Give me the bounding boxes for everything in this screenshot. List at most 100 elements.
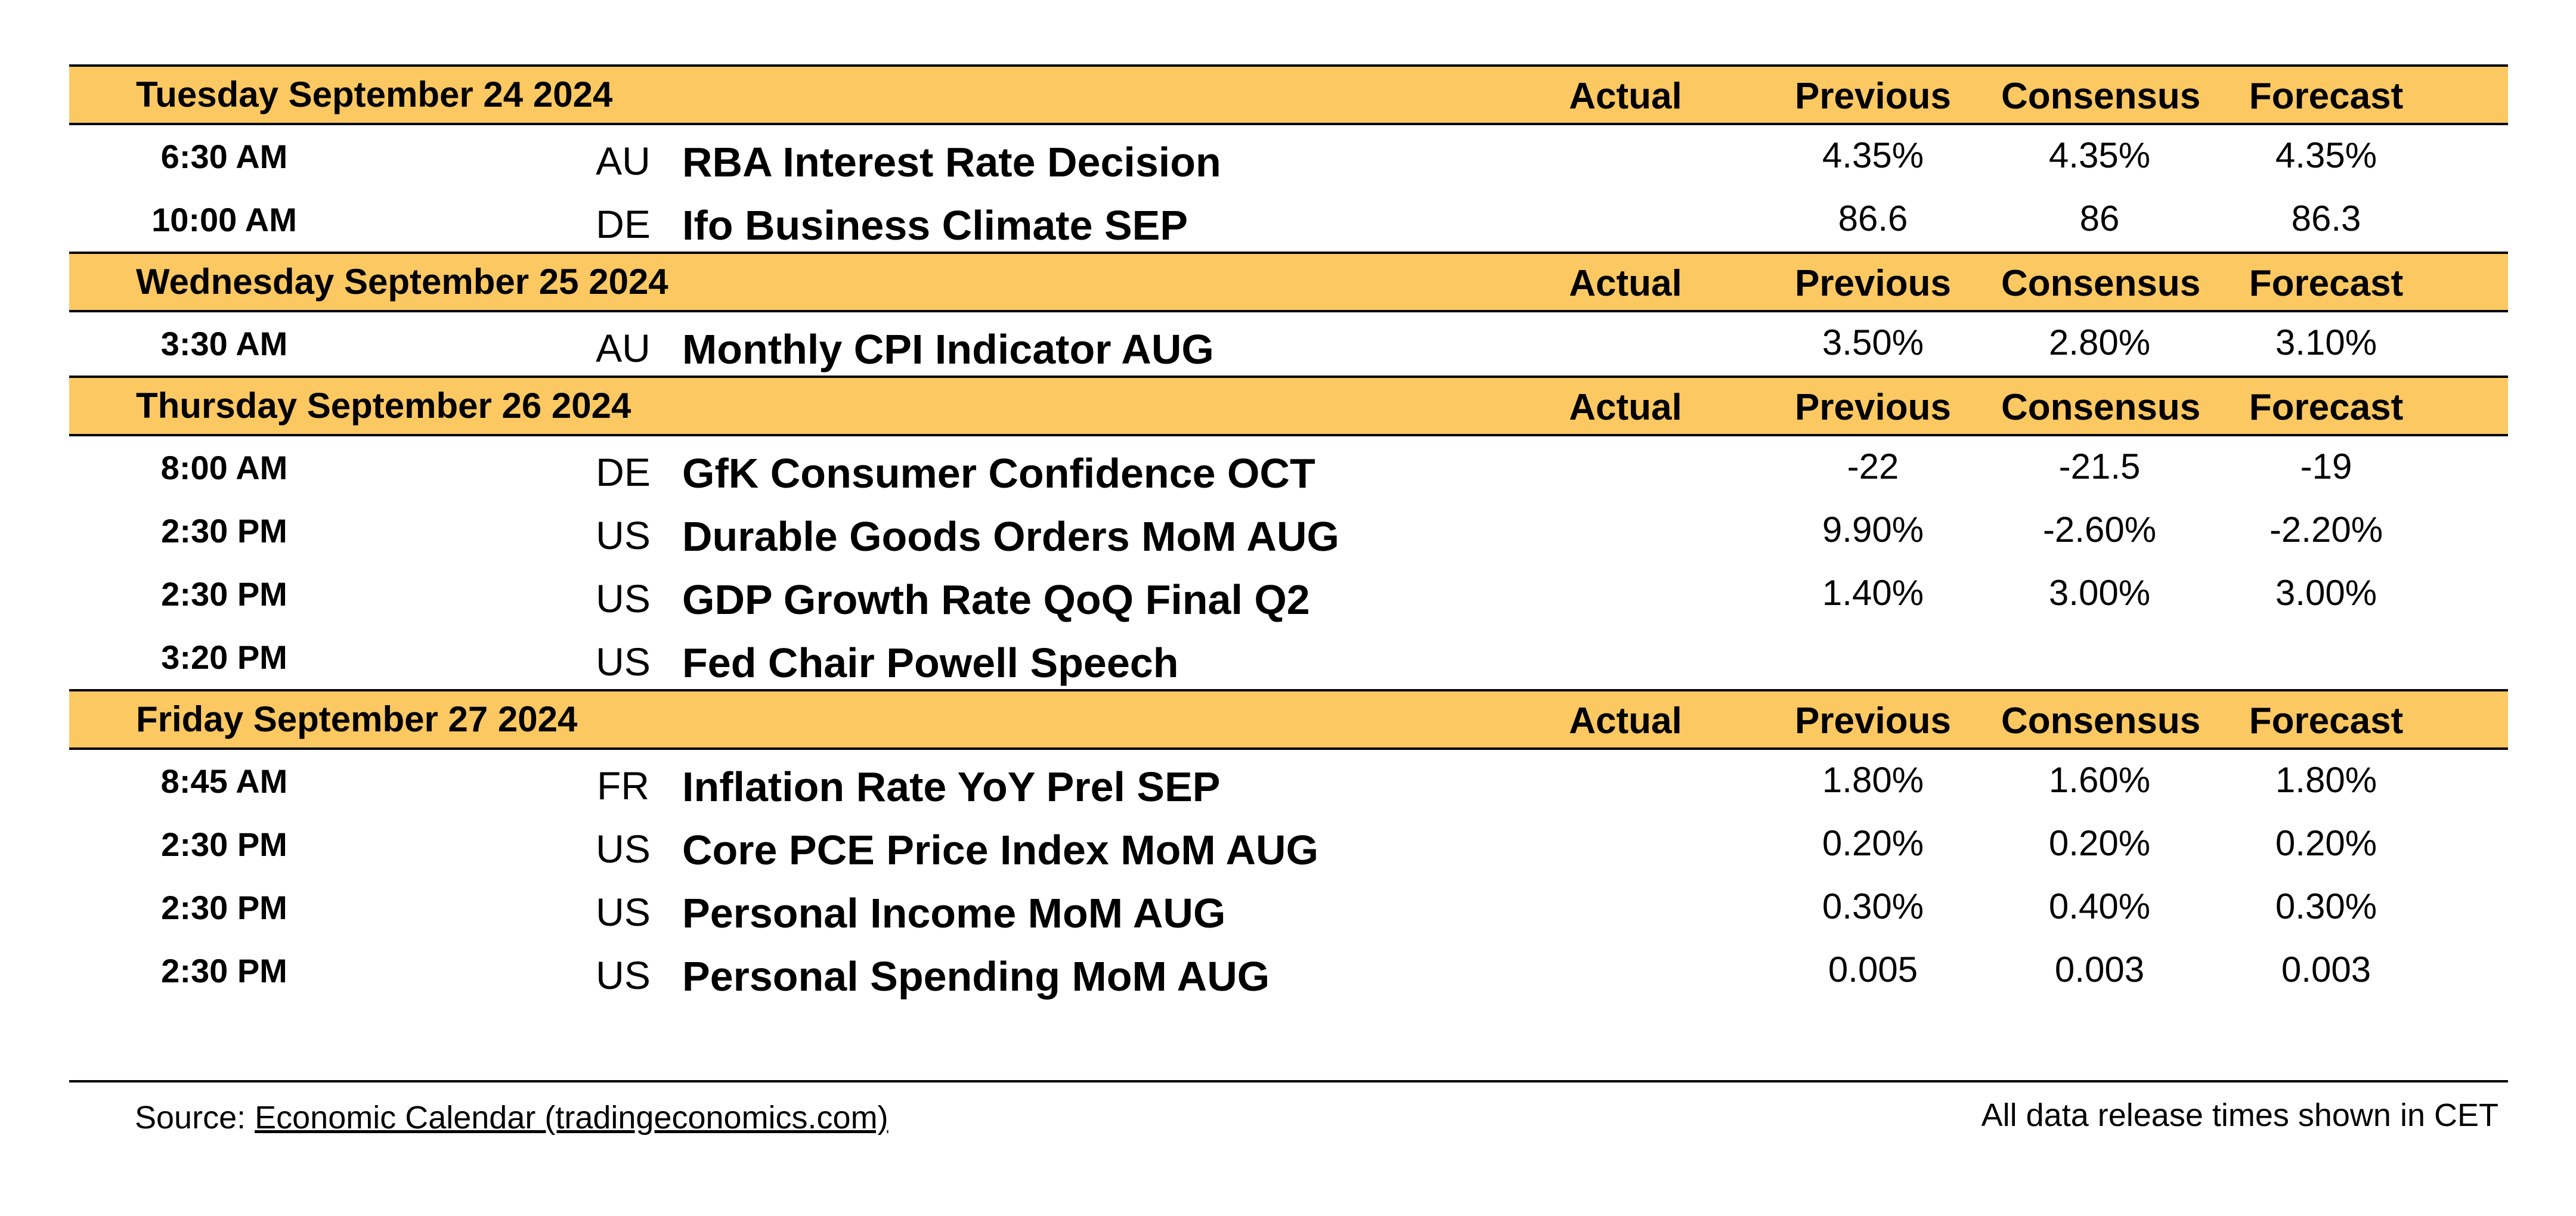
event-name: Durable Goods Orders MoM AUG	[682, 513, 1339, 560]
economic-calendar-table: Tuesday September 24 2024 Actual Previous C…	[69, 64, 2508, 1003]
event-country: US	[596, 953, 651, 997]
event-country: FR	[597, 764, 649, 808]
source-link[interactable]: Economic Calendar (tradingeconomics.com)	[255, 1100, 888, 1136]
event-country: DE	[596, 450, 651, 494]
column-header-actual: Actual	[1569, 76, 1682, 117]
event-row: 3:20 PM US Fed Chair Powell Speech	[69, 626, 2508, 689]
event-previous: 0.30%	[1822, 886, 1924, 926]
column-header-actual: Actual	[1569, 263, 1682, 304]
event-country: US	[596, 513, 651, 557]
event-forecast: 3.10%	[2275, 322, 2377, 362]
event-row: 2:30 PM US Core PCE Price Index MoM AUG 0.2…	[69, 813, 2508, 876]
day-title: Wednesday September 25 2024	[136, 262, 668, 302]
event-name: Monthly CPI Indicator AUG	[682, 326, 1214, 373]
event-previous: 1.80%	[1822, 760, 1924, 800]
event-previous: 1.40%	[1822, 573, 1924, 613]
event-consensus: 0.003	[2054, 950, 2145, 989]
day-header: Tuesday September 24 2024 Actual Previous C…	[69, 64, 2508, 125]
event-time: 2:30 PM	[161, 512, 287, 550]
event-time: 8:00 AM	[160, 449, 288, 486]
event-country: US	[596, 640, 651, 684]
event-consensus: 4.35%	[2048, 135, 2151, 175]
column-header-forecast: Forecast	[2249, 387, 2404, 428]
footer-divider	[69, 1080, 2508, 1082]
event-row: 8:00 AM DE GfK Consumer Confidence OCT -22 -…	[69, 436, 2508, 500]
event-previous: 86.6	[1838, 198, 1908, 238]
column-header-previous: Previous	[1795, 76, 1951, 117]
event-forecast: -2.20%	[2269, 510, 2383, 550]
event-forecast: 0.30%	[2275, 886, 2377, 926]
event-country: DE	[596, 202, 651, 246]
event-time: 3:30 AM	[160, 325, 288, 362]
event-row: 3:30 AM AU Monthly CPI Indicator AUG 3.50% 2…	[69, 312, 2508, 376]
event-country: US	[596, 827, 651, 871]
event-consensus: -2.60%	[2042, 510, 2157, 550]
event-time: 6:30 AM	[160, 138, 288, 175]
event-forecast: 86.3	[2291, 198, 2361, 238]
event-time: 2:30 PM	[161, 889, 287, 926]
time-zone-note: All data release times shown in CET	[1981, 1097, 2498, 1133]
event-name: Core PCE Price Index MoM AUG	[682, 827, 1319, 873]
event-forecast: 0.20%	[2275, 823, 2377, 863]
event-previous: 9.90%	[1822, 510, 1924, 550]
event-consensus: 0.40%	[2048, 886, 2151, 926]
event-forecast: -19	[2300, 446, 2352, 486]
column-header-consensus: Consensus	[2001, 263, 2201, 304]
event-row: 2:30 PM US Personal Income MoM AUG 0.30% 0.4…	[69, 876, 2508, 939]
event-previous: 3.50%	[1822, 322, 1924, 362]
event-name: Personal Spending MoM AUG	[682, 953, 1270, 1000]
event-name: Fed Chair Powell Speech	[682, 640, 1179, 686]
event-consensus: 0.20%	[2048, 823, 2151, 863]
event-forecast: 3.00%	[2275, 573, 2377, 613]
day-header: Thursday September 26 2024 Actual Previous…	[69, 376, 2508, 436]
column-header-forecast: Forecast	[2249, 263, 2404, 304]
event-time: 3:20 PM	[161, 638, 287, 676]
event-previous: 0.20%	[1822, 823, 1924, 863]
column-header-consensus: Consensus	[2001, 700, 2201, 742]
event-name: Inflation Rate YoY Prel SEP	[682, 764, 1221, 810]
column-header-forecast: Forecast	[2249, 700, 2404, 742]
event-consensus: 2.80%	[2048, 322, 2151, 362]
event-row: 6:30 AM AU RBA Interest Rate Decision 4.35%…	[69, 125, 2508, 188]
event-country: AU	[596, 326, 651, 370]
column-header-previous: Previous	[1795, 263, 1951, 304]
event-consensus: 1.60%	[2048, 760, 2151, 800]
event-row: 2:30 PM US GDP Growth Rate QoQ Final Q2 1.4…	[69, 563, 2508, 626]
day-header: Wednesday September 25 2024 Actual Previou…	[69, 252, 2508, 312]
event-name: GDP Growth Rate QoQ Final Q2	[682, 576, 1310, 623]
event-name: Personal Income MoM AUG	[682, 890, 1226, 936]
event-previous: 4.35%	[1822, 135, 1924, 175]
event-forecast: 0.003	[2281, 950, 2371, 989]
event-time: 2:30 PM	[161, 575, 287, 613]
column-header-actual: Actual	[1569, 387, 1682, 428]
event-name: Ifo Business Climate SEP	[682, 202, 1188, 249]
column-header-consensus: Consensus	[2001, 387, 2201, 428]
event-time: 2:30 PM	[161, 952, 287, 989]
event-consensus: -21.5	[2058, 446, 2141, 486]
event-previous: -22	[1847, 446, 1899, 486]
day-title: Tuesday September 24 2024	[136, 75, 613, 114]
event-name: GfK Consumer Confidence OCT	[682, 450, 1315, 497]
source-line: Source: Economic Calendar (tradingeconom…	[135, 1099, 888, 1136]
event-row: 8:45 AM FR Inflation Rate YoY Prel SEP 1.80…	[69, 750, 2508, 813]
column-header-previous: Previous	[1795, 387, 1951, 428]
event-forecast: 1.80%	[2275, 760, 2377, 800]
day-title: Thursday September 26 2024	[136, 386, 631, 426]
event-country: US	[596, 576, 651, 621]
day-title: Friday September 27 2024	[136, 699, 578, 739]
event-name: RBA Interest Rate Decision	[682, 139, 1221, 185]
column-header-forecast: Forecast	[2249, 76, 2404, 117]
event-time: 8:45 AM	[160, 762, 288, 800]
column-header-actual: Actual	[1569, 700, 1682, 742]
event-row: 2:30 PM US Durable Goods Orders MoM AUG 9.9…	[69, 500, 2508, 563]
column-header-consensus: Consensus	[2001, 76, 2201, 117]
source-prefix: Source:	[135, 1100, 255, 1136]
day-header: Friday September 27 2024 Actual Previous Co…	[69, 689, 2508, 750]
event-previous: 0.005	[1828, 950, 1918, 989]
event-forecast: 4.35%	[2275, 135, 2377, 175]
event-consensus: 3.00%	[2048, 573, 2151, 613]
event-row: 2:30 PM US Personal Spending MoM AUG 0.005 0…	[69, 939, 2508, 1003]
column-header-previous: Previous	[1795, 700, 1951, 742]
event-time: 10:00 AM	[151, 201, 297, 238]
event-time: 2:30 PM	[161, 826, 287, 863]
